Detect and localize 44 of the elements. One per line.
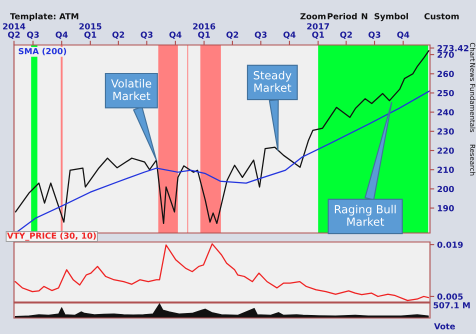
y-tick-label: 0.005: [437, 293, 463, 300]
x-tick-label: Q2: [340, 32, 352, 39]
x-tick-label: Q1: [198, 32, 210, 39]
y-tick-label: 0.019: [437, 242, 463, 248]
x2-tick-label: 2017: [307, 23, 330, 30]
y-tick-label: 270: [438, 52, 454, 58]
chart-title: VTY_PRICE (30, 10): [7, 232, 96, 241]
y-tick-label: 220: [438, 147, 454, 154]
y-tick-label: 200: [438, 186, 454, 192]
annotation: Steady Market: [254, 70, 292, 92]
x-tick-label: Q3: [254, 32, 267, 39]
y-tick-label: 250: [438, 90, 454, 96]
x-tick-label: Q2: [112, 32, 124, 39]
x-tick-label: Q2: [226, 32, 238, 39]
y-tick-label: 210: [438, 166, 454, 173]
x-tick-label: Q4: [283, 32, 296, 39]
x-tick-label: Q2: [8, 32, 20, 39]
text: N: [362, 13, 368, 20]
x-tick-label: Q3: [140, 32, 153, 39]
annotation: Volatile Market: [111, 79, 152, 100]
y-tick-label: 230: [438, 128, 454, 135]
text: Template: ATM: [10, 12, 78, 22]
x-tick-label: Q1: [312, 32, 324, 39]
x-tick-label: Q4: [397, 32, 410, 39]
text: 507.1 M: [434, 302, 470, 308]
x2-tick-label: 2016: [193, 23, 216, 30]
text: Period: [328, 12, 357, 20]
y-tick-label: 190: [438, 205, 454, 212]
y-tick-label: 240: [438, 109, 454, 116]
x-tick-label: Q4: [56, 32, 68, 39]
x-tick-label: Q3: [368, 32, 380, 39]
x-tick-label: Q1: [84, 32, 96, 39]
x2-tick-label: 2015: [79, 23, 102, 30]
text: Custom: [424, 13, 459, 20]
x-tick-label: Q4: [169, 32, 182, 39]
y-tick-label: 260: [438, 70, 454, 78]
x-tick-label: Q3: [26, 32, 39, 39]
text: Symbol: [374, 12, 408, 22]
y-tick-label: 273.42: [438, 45, 468, 52]
text: Zoom: [300, 13, 326, 20]
text: SMA (200): [18, 48, 66, 56]
annotation: Raging Bull Market: [334, 204, 396, 226]
x2-tick-label: 2014: [3, 23, 26, 30]
text: Vote: [434, 323, 455, 330]
